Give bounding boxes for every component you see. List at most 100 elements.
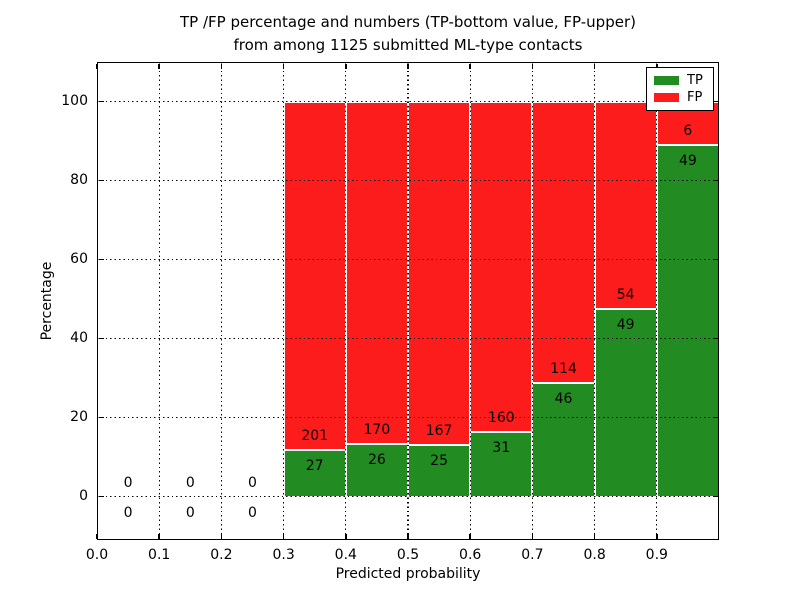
- x-tick-mark-top: [593, 63, 596, 69]
- y-tick-label: 20: [70, 408, 88, 425]
- x-tick-label: 0.3: [272, 547, 295, 563]
- y-tick-label: 80: [70, 171, 88, 188]
- y-tick-label: 40: [70, 329, 88, 346]
- bar-segment-fp: [594, 101, 657, 309]
- grid-line-y: [97, 179, 719, 182]
- legend-swatch-tp-icon: [654, 76, 679, 85]
- y-tick-mark: [98, 100, 104, 103]
- grid-line-y: [97, 258, 719, 261]
- grid-line-x: [158, 62, 160, 540]
- bar-count-tp: 0: [185, 504, 195, 521]
- x-tick-mark: [469, 533, 471, 539]
- y-tick-mark: [98, 258, 104, 261]
- bar-count-fp: 201: [301, 427, 329, 444]
- bar-segment-tp: [283, 449, 346, 497]
- bar-count-fp: 0: [123, 474, 133, 491]
- x-tick-label: 0.7: [521, 547, 544, 563]
- x-tick-mark-top: [96, 63, 98, 69]
- x-tick-mark-top: [531, 63, 534, 69]
- y-tick-mark-right: [712, 100, 718, 103]
- y-tick-mark: [98, 179, 104, 182]
- bar-count-fp: 167: [425, 423, 453, 440]
- grid-line-y: [97, 100, 719, 103]
- bar-segment-tp: [532, 382, 595, 497]
- y-tick-mark-right: [712, 179, 718, 182]
- legend-entry-tp: TP: [654, 74, 706, 87]
- grid-line-y: [97, 495, 719, 498]
- x-tick-mark-top: [282, 63, 285, 69]
- bar-count-fp: 0: [248, 474, 257, 491]
- x-tick-mark: [656, 533, 658, 539]
- y-tick-label: 100: [61, 92, 88, 109]
- chart-title-line1: TP /FP percentage and numbers (TP-bottom…: [180, 13, 636, 31]
- bar-segment-fp: [470, 101, 533, 433]
- bar-count-tp: 49: [678, 152, 697, 169]
- y-tick-label: 0: [79, 487, 88, 504]
- grid-line-x: [531, 62, 533, 540]
- bar-count-tp: 46: [554, 390, 573, 407]
- x-tick-mark: [158, 533, 160, 539]
- x-tick-label: 0.9: [645, 547, 668, 563]
- legend-label-tp: TP: [687, 73, 703, 88]
- x-tick-label: 0.8: [583, 547, 606, 563]
- x-tick-mark: [282, 533, 285, 539]
- y-tick-mark-right: [712, 337, 718, 340]
- grid-line-x: [407, 62, 409, 540]
- grid-line-x: [469, 62, 471, 540]
- bar-segment-tp: [594, 308, 657, 497]
- bar-segment-fp: [345, 101, 408, 445]
- x-tick-label: 0.6: [459, 547, 482, 563]
- y-tick-label: 60: [70, 250, 88, 267]
- x-axis-label: Predicted probability: [335, 566, 481, 582]
- x-tick-mark-top: [656, 63, 658, 69]
- y-tick-mark: [98, 416, 104, 419]
- bar-count-tp: 49: [616, 316, 635, 333]
- legend-label-fp: FP: [687, 90, 703, 105]
- y-tick-mark-right: [712, 416, 718, 419]
- x-tick-label: 0.1: [148, 547, 171, 563]
- chart-title-line2: from among 1125 submitted ML-type contac…: [233, 36, 583, 54]
- bar-count-tp: 27: [305, 457, 324, 474]
- grid-line-x: [220, 62, 222, 540]
- x-tick-mark-top: [158, 63, 160, 69]
- x-tick-mark-top: [345, 63, 347, 69]
- bar-segment-fp: [532, 101, 595, 383]
- x-tick-mark: [96, 533, 98, 539]
- x-tick-mark: [407, 533, 409, 539]
- bar-count-tp: 25: [430, 453, 449, 470]
- bar-segment-fp: [283, 101, 346, 450]
- grid-line-y: [97, 416, 719, 419]
- x-tick-mark: [593, 533, 596, 539]
- grid-line-x: [283, 62, 285, 540]
- bar-count-tp: 0: [248, 504, 257, 521]
- grid-line-x: [594, 62, 596, 540]
- legend-swatch-fp-icon: [654, 93, 679, 102]
- bar-count-fp: 6: [683, 122, 693, 139]
- x-tick-mark-top: [469, 63, 471, 69]
- x-tick-label: 0.5: [396, 547, 420, 563]
- x-tick-label: 0.0: [85, 547, 109, 563]
- x-tick-mark: [220, 533, 223, 539]
- grid-line-x: [345, 62, 347, 540]
- y-tick-mark: [98, 495, 104, 498]
- bar-count-fp: 0: [185, 474, 195, 491]
- x-tick-mark-top: [220, 63, 223, 69]
- legend: TP FP: [646, 67, 714, 111]
- grid-line-x: [656, 62, 658, 540]
- bar-count-tp: 0: [123, 504, 133, 521]
- y-tick-mark: [98, 337, 104, 340]
- bar-count-tp: 31: [492, 440, 511, 457]
- y-tick-mark-right: [712, 495, 718, 498]
- grid-line-y: [97, 337, 719, 340]
- bar-count-tp: 26: [367, 452, 386, 469]
- bar-count-fp: 54: [616, 286, 635, 303]
- x-tick-mark: [531, 533, 534, 539]
- x-tick-mark-top: [407, 63, 409, 69]
- x-tick-label: 0.4: [334, 547, 357, 563]
- bar-count-fp: 114: [550, 360, 577, 377]
- bar-segment-tp: [656, 144, 719, 497]
- bar-count-fp: 160: [487, 410, 515, 427]
- legend-entry-fp: FP: [654, 91, 706, 104]
- x-tick-label: 0.2: [210, 547, 233, 563]
